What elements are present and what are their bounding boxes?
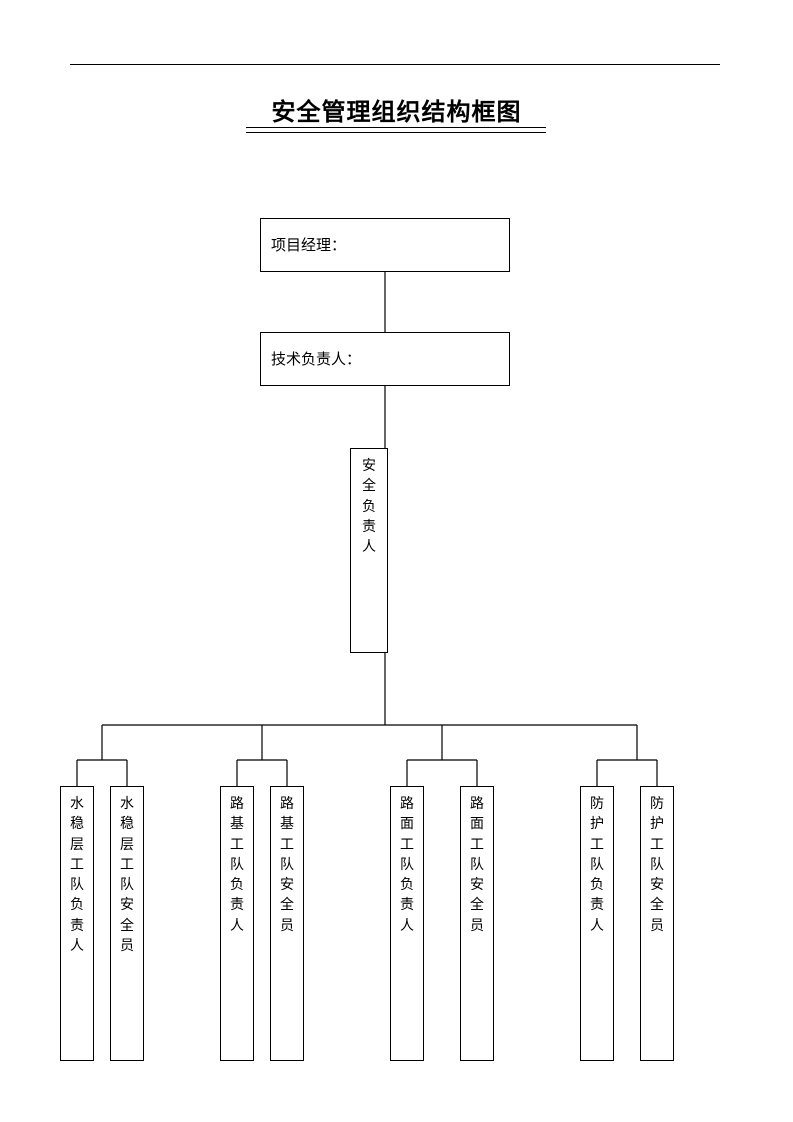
node-team4-lead: 防护工队负责人: [580, 786, 614, 1061]
node-label: 水稳层工队负责人: [61, 795, 93, 957]
node-team4-safety: 防护工队安全员: [640, 786, 674, 1061]
node-label: 路基工队安全员: [271, 795, 303, 937]
node-tech-lead: 技术负责人：: [260, 332, 510, 386]
node-label: 路面工队负责人: [391, 795, 423, 937]
node-team3-lead: 路面工队负责人: [390, 786, 424, 1061]
node-label: 安全负责人: [351, 457, 387, 558]
node-safety-lead: 安全负责人: [350, 448, 388, 653]
node-label: 防护工队安全员: [641, 795, 673, 937]
node-team2-lead: 路基工队负责人: [220, 786, 254, 1061]
node-project-manager: 项目经理：: [260, 218, 510, 272]
node-team2-safety: 路基工队安全员: [270, 786, 304, 1061]
node-label: 路面工队安全员: [461, 795, 493, 937]
node-team1-safety: 水稳层工队安全员: [110, 786, 144, 1061]
node-label: 项目经理：: [271, 238, 346, 254]
node-team1-lead: 水稳层工队负责人: [60, 786, 94, 1061]
node-label: 技术负责人：: [271, 352, 361, 368]
node-team3-safety: 路面工队安全员: [460, 786, 494, 1061]
node-label: 路基工队负责人: [221, 795, 253, 937]
node-label: 水稳层工队安全员: [111, 795, 143, 957]
node-label: 防护工队负责人: [581, 795, 613, 937]
page-root: 安全管理组织结构框图 项目经理： 技术负责人： 安全负责人 水稳层工队负责人 水…: [0, 0, 793, 1122]
